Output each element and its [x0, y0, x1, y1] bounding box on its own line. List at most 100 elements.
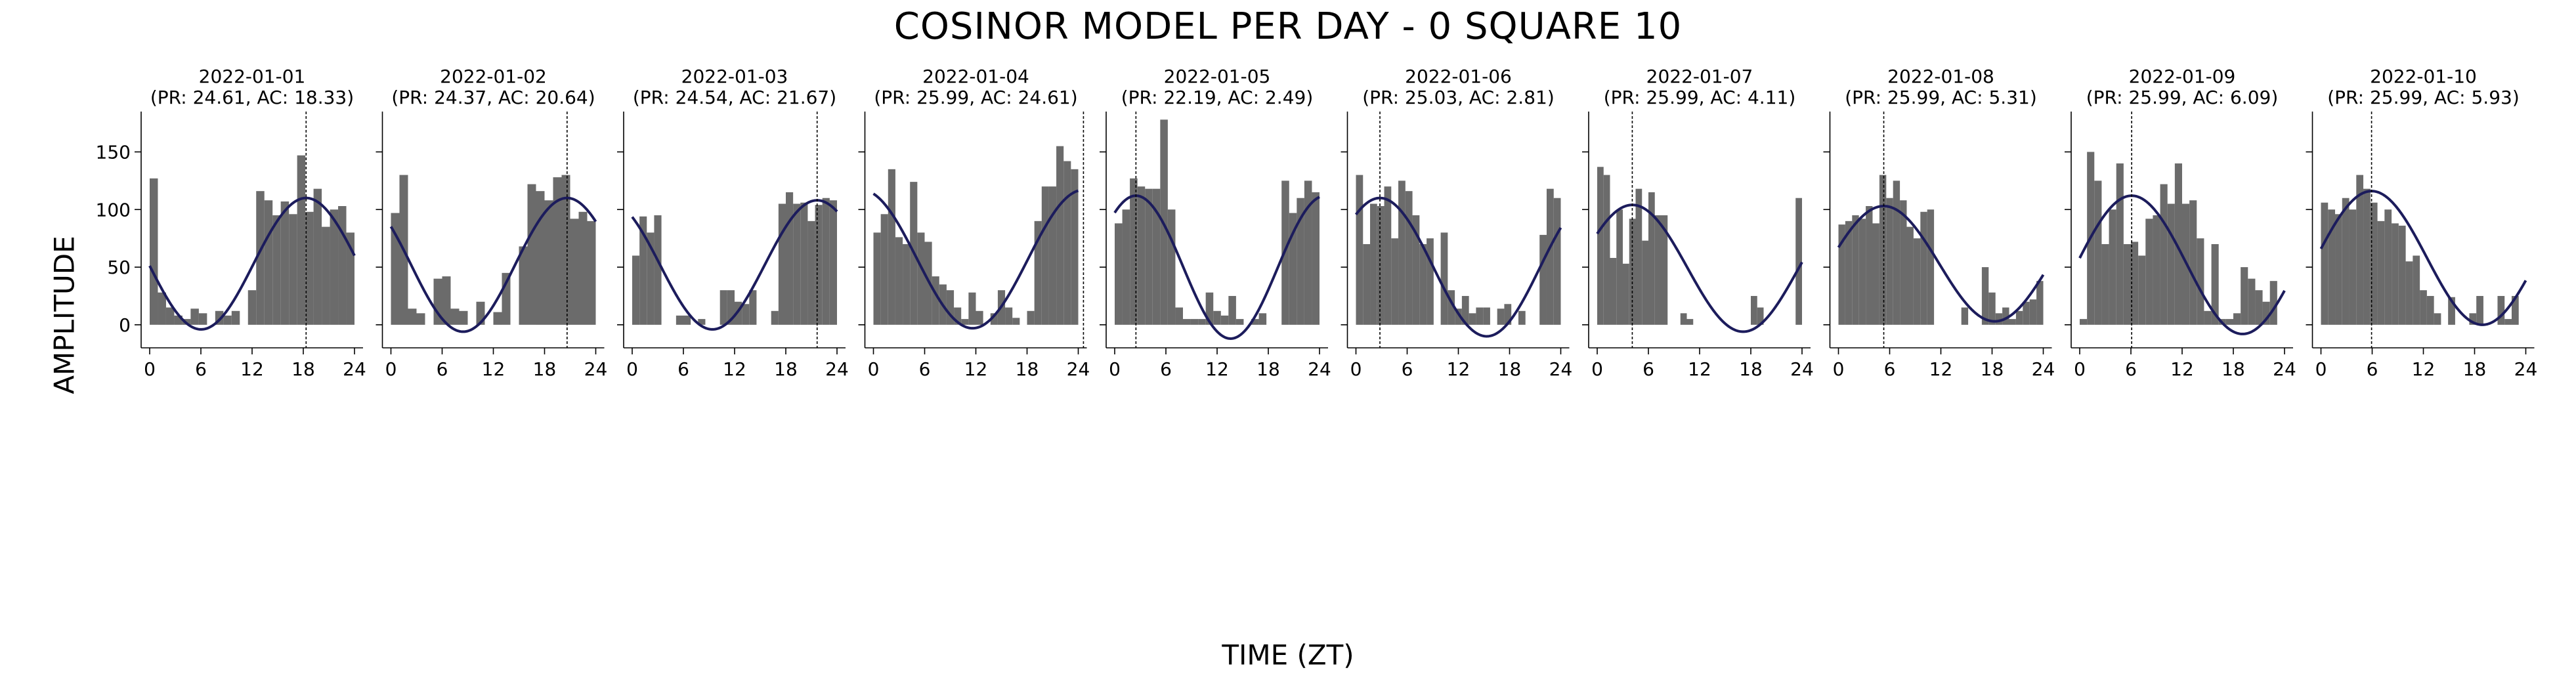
bar	[1872, 223, 1879, 325]
bar	[1130, 178, 1138, 325]
bar	[880, 214, 888, 325]
x-tick-label: 24	[1549, 358, 1573, 380]
bar	[1167, 209, 1176, 325]
bar	[976, 310, 983, 325]
bar	[519, 246, 528, 325]
bar	[2029, 299, 2037, 325]
panel-2022-01-05: 2022-01-05(PR: 22.19, AC: 2.49) 0 6 12 18 24	[1100, 66, 1331, 380]
bar	[544, 200, 553, 325]
bar	[578, 211, 588, 325]
bar	[1886, 198, 1893, 325]
bar	[1056, 146, 1064, 325]
bar	[1198, 319, 1206, 325]
bar	[1858, 219, 1866, 325]
bar	[1757, 307, 1764, 325]
x-tick-label: 6	[1160, 358, 1172, 380]
bar	[280, 201, 290, 325]
x-tick-label: 6	[195, 358, 207, 380]
bar	[1845, 221, 1853, 325]
bar	[1648, 192, 1655, 325]
bar	[330, 209, 339, 325]
bar	[2036, 281, 2044, 325]
panel-stats: (PR: 25.03, AC: 2.81)	[1362, 87, 1555, 108]
bar	[2225, 319, 2233, 325]
bar	[1175, 307, 1183, 325]
cosinor-curve	[1596, 203, 1803, 333]
bar	[2138, 255, 2146, 325]
x-tick-label: 18	[2222, 358, 2245, 380]
bar	[1391, 238, 1399, 325]
x-tick-label: 18	[1256, 358, 1280, 380]
panel-date: 2022-01-05	[1164, 66, 1271, 87]
bar	[1654, 215, 1662, 325]
bar	[895, 237, 903, 325]
bar	[1398, 180, 1406, 325]
panel-2022-01-09: 2022-01-09(PR: 25.99, AC: 6.09) 0 6 12 18 24	[2065, 66, 2296, 380]
x-tick-label: 0	[2074, 358, 2086, 380]
bar	[1906, 226, 1914, 325]
panel-stats: (PR: 25.99, AC: 5.93)	[2327, 87, 2520, 108]
x-tick-label: 0	[1833, 358, 1845, 380]
bar	[1405, 191, 1413, 325]
bar	[2363, 188, 2371, 325]
bar	[416, 313, 425, 325]
bar	[1312, 192, 1320, 325]
bar	[2255, 290, 2263, 325]
bar	[2476, 295, 2483, 325]
bar	[1504, 304, 1512, 325]
cosinor-curve	[631, 199, 838, 331]
cosinor-curve	[872, 189, 1079, 330]
bar	[632, 255, 640, 325]
x-tick-label: 24	[2514, 358, 2538, 380]
x-tick-label: 18	[1981, 358, 2004, 380]
bar	[2356, 175, 2364, 325]
bar	[561, 175, 570, 325]
bar	[778, 203, 786, 325]
bar	[1469, 313, 1476, 325]
bar	[570, 219, 579, 325]
bar	[1635, 188, 1642, 325]
x-tick-label: 18	[533, 358, 557, 380]
bar	[2233, 313, 2241, 325]
bar	[1642, 240, 1648, 325]
bar	[2426, 295, 2434, 325]
bar	[408, 308, 417, 325]
bar	[1377, 206, 1385, 325]
bar	[1900, 200, 1907, 325]
bar	[1920, 211, 1927, 325]
bar	[2413, 255, 2420, 325]
panel-stats: (PR: 24.61, AC: 18.33)	[150, 87, 354, 108]
y-tick-label: 50	[107, 257, 131, 278]
cosinor-curve	[1113, 194, 1320, 340]
bar	[264, 200, 273, 325]
bar	[2469, 313, 2477, 325]
bar	[727, 290, 735, 325]
bar	[297, 155, 306, 325]
bar	[338, 206, 347, 325]
bar	[2204, 310, 2212, 325]
x-tick-label: 12	[2412, 358, 2436, 380]
bar	[749, 290, 757, 325]
bar	[1838, 224, 1845, 325]
cosinor-curve	[1354, 196, 1562, 338]
bar	[1539, 234, 1547, 325]
x-tick-label: 12	[964, 358, 988, 380]
panel-2022-01-02: 2022-01-02(PR: 24.37, AC: 20.64) 0 6 12 18 24	[376, 66, 607, 380]
bar	[2009, 319, 2016, 325]
bar	[968, 292, 976, 325]
bar	[322, 226, 330, 325]
bar	[1440, 232, 1448, 325]
bar	[2335, 214, 2342, 325]
panel-stats: (PR: 25.99, AC: 6.09)	[2086, 87, 2279, 108]
bar	[2511, 295, 2519, 325]
bar	[1152, 188, 1161, 325]
panel-2022-01-07: 2022-01-07(PR: 25.99, AC: 4.11) 0 6 12 18 24	[1582, 66, 1814, 380]
bar	[1751, 295, 1757, 325]
bar	[2434, 313, 2441, 325]
x-tick-label: 12	[1688, 358, 1711, 380]
bar	[1370, 203, 1377, 325]
bar	[1419, 243, 1427, 325]
y-tick-label: 0	[119, 314, 131, 336]
bar	[735, 301, 742, 325]
bar	[2392, 223, 2399, 325]
